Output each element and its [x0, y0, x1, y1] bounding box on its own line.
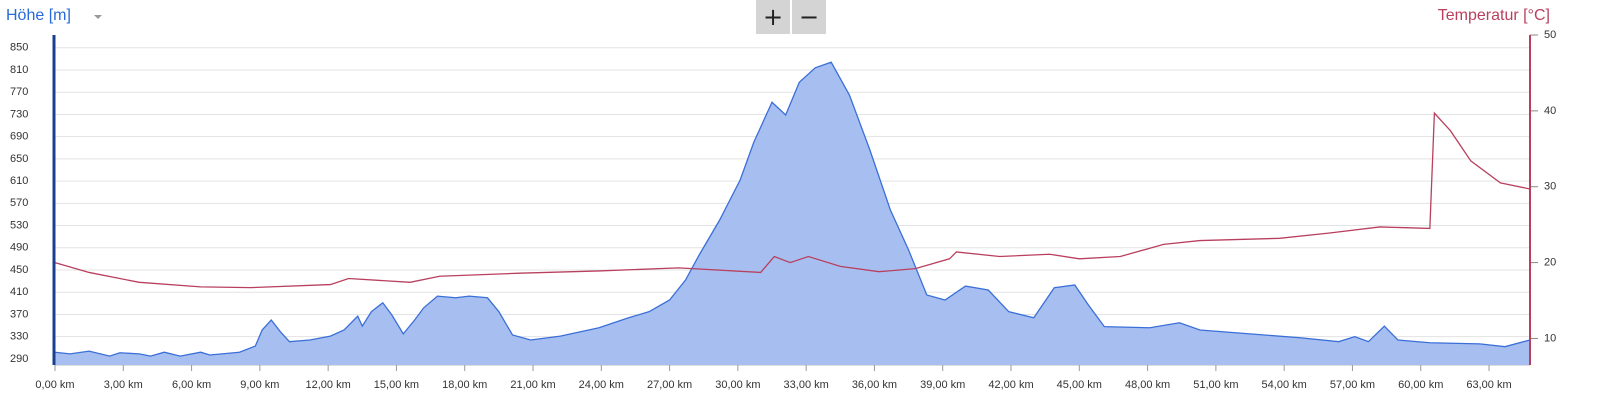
elevation-area	[55, 62, 1530, 365]
y-tick-label: 570	[10, 197, 28, 209]
y-tick-label: 730	[10, 108, 28, 120]
x-tick-label: 42,00 km	[988, 379, 1033, 391]
x-tick-label: 12,00 km	[306, 379, 351, 391]
x-tick-label: 0,00 km	[35, 379, 74, 391]
x-tick-label: 21,00 km	[510, 379, 555, 391]
y-tick-label: 490	[10, 242, 28, 254]
y-tick-label: 770	[10, 86, 28, 98]
elevation-line	[54, 61, 1531, 357]
x-tick-label: 39,00 km	[920, 379, 965, 391]
y2-tick-label: 10	[1544, 332, 1556, 344]
y-tick-label: 650	[10, 153, 28, 165]
x-tick-label: 6,00 km	[172, 379, 211, 391]
y-tick-label: 370	[10, 308, 28, 320]
y-tick-label: 690	[10, 131, 28, 143]
y-tick-label: 850	[10, 42, 28, 54]
temperature-line	[54, 111, 1531, 289]
y-tick-label: 330	[10, 331, 28, 343]
x-tick-label: 63,00 km	[1466, 379, 1511, 391]
y-tick-label: 810	[10, 64, 28, 76]
dropdown-arrow[interactable]	[94, 15, 102, 19]
y2-axis-title: Temperatur [°C]	[1438, 7, 1550, 24]
x-tick-label: 48,00 km	[1125, 379, 1170, 391]
y-axis-title: Höhe [m]	[6, 7, 71, 24]
x-tick-label: 60,00 km	[1398, 379, 1443, 391]
x-tick-label: 24,00 km	[579, 379, 624, 391]
x-tick-label: 27,00 km	[647, 379, 692, 391]
x-tick-label: 9,00 km	[240, 379, 279, 391]
y2-tick-label: 30	[1544, 181, 1556, 193]
zoom-out-button[interactable]: −	[792, 0, 826, 34]
y2-tick-label: 40	[1544, 105, 1556, 117]
x-tick-label: 45,00 km	[1057, 379, 1102, 391]
x-tick-label: 33,00 km	[784, 379, 829, 391]
x-tick-label: 15,00 km	[374, 379, 419, 391]
y-tick-label: 290	[10, 353, 28, 365]
y2-tick-label: 50	[1544, 29, 1556, 41]
zoom-in-button[interactable]: +	[756, 0, 790, 34]
x-tick-label: 30,00 km	[715, 379, 760, 391]
y-tick-label: 530	[10, 219, 28, 231]
x-tick-label: 51,00 km	[1193, 379, 1238, 391]
x-tick-label: 57,00 km	[1330, 379, 1375, 391]
x-tick-label: 36,00 km	[852, 379, 897, 391]
x-tick-label: 3,00 km	[104, 379, 143, 391]
y2-tick-label: 20	[1544, 256, 1556, 268]
x-tick-label: 18,00 km	[442, 379, 487, 391]
x-tick-label: 54,00 km	[1262, 379, 1307, 391]
y-tick-label: 410	[10, 286, 28, 298]
y-tick-label: 450	[10, 264, 28, 276]
y-tick-label: 610	[10, 175, 28, 187]
